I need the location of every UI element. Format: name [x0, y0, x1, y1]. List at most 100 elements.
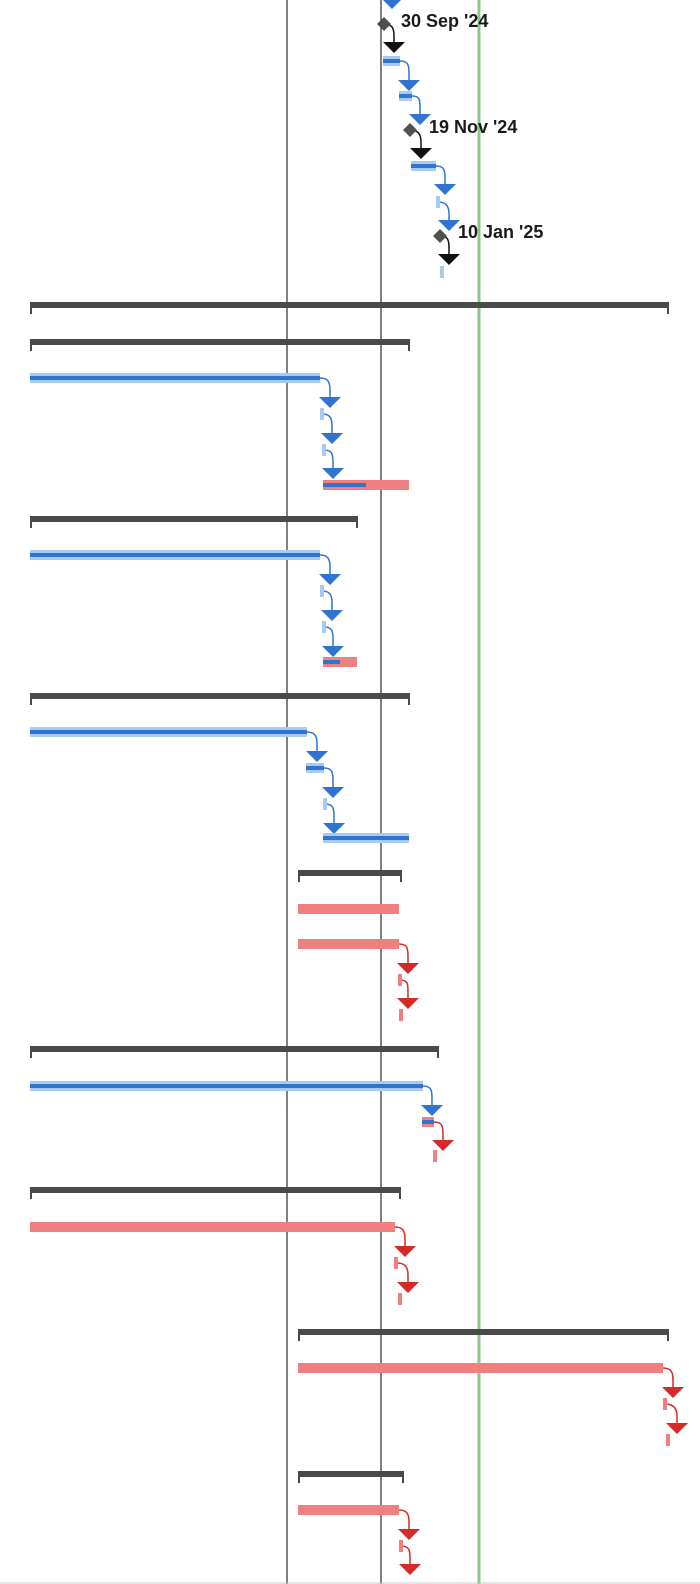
- dependency-arrowhead: [323, 823, 345, 834]
- dependency-arrowhead: [438, 254, 460, 265]
- summary-bar-start-cap: [298, 1329, 300, 1341]
- dependency-link: [396, 1262, 409, 1284]
- summary-bar-end-cap: [402, 1471, 404, 1483]
- dependency-link: [319, 377, 331, 399]
- critical-task-bar: [666, 1434, 670, 1446]
- critical-task-bar: [298, 939, 399, 949]
- task-progress-bar: [323, 836, 409, 840]
- milestone-diamond: [377, 17, 391, 31]
- dependency-arrowhead: [394, 1246, 416, 1257]
- summary-bar-end-cap: [399, 1187, 401, 1199]
- task-bar: [322, 621, 326, 633]
- dependency-link: [394, 1226, 406, 1248]
- task-progress-bar: [30, 1084, 423, 1088]
- dependency-link: [411, 95, 421, 116]
- critical-task-bar: [30, 1222, 395, 1232]
- milestone-diamond: [433, 229, 447, 243]
- dependency-arrowhead: [421, 1105, 443, 1116]
- milestone-label-3: 10 Jan '25: [458, 222, 543, 242]
- summary-bar-start-cap: [298, 1471, 300, 1483]
- dependency-link: [323, 626, 334, 648]
- summary-bar-start-cap: [30, 516, 32, 528]
- summary-bar: [298, 1329, 669, 1335]
- critical-task-bar: [398, 1293, 402, 1305]
- critical-task-bar: [399, 1540, 403, 1552]
- dependency-arrowhead: [319, 397, 341, 408]
- dependency-arrowhead: [666, 1423, 688, 1434]
- dependency-link: [662, 1367, 674, 1389]
- dependency-arrowhead: [322, 468, 344, 479]
- summary-bar-end-cap: [356, 516, 358, 528]
- dependency-link: [399, 979, 409, 1000]
- dependency-link: [323, 767, 334, 789]
- dependency-arrowhead: [321, 433, 343, 444]
- task-bar: [320, 585, 324, 597]
- task-bar: [440, 266, 444, 278]
- summary-bar-end-cap: [408, 693, 410, 705]
- dependency-link: [399, 60, 410, 82]
- task-progress-bar: [422, 1120, 434, 1124]
- summary-bar: [30, 516, 358, 522]
- dependency-arrowhead: [319, 574, 341, 585]
- milestone-diamond: [403, 123, 417, 137]
- dependency-arrowhead: [432, 1140, 454, 1151]
- summary-bar: [298, 870, 402, 876]
- task-progress-bar: [306, 766, 324, 770]
- dependency-arrowhead: [306, 751, 328, 762]
- dependency-link: [321, 413, 333, 435]
- critical-task-bar: [433, 1150, 437, 1162]
- dependency-arrowhead: [438, 220, 460, 231]
- task-progress-bar: [323, 483, 366, 487]
- dependency-arrowhead: [397, 1282, 419, 1293]
- dependency-arrowhead: [399, 1564, 421, 1575]
- dependency-arrowhead: [397, 963, 419, 974]
- dependency-link: [422, 1085, 433, 1107]
- summary-bar-end-cap: [408, 339, 410, 351]
- summary-bar: [30, 302, 669, 308]
- summary-bar-start-cap: [30, 302, 32, 314]
- summary-bar: [30, 339, 410, 345]
- dependency-arrowhead: [397, 998, 419, 1009]
- summary-bar-start-cap: [30, 339, 32, 351]
- dependency-link: [433, 1121, 444, 1142]
- summary-bar: [30, 1187, 401, 1193]
- task-progress-bar: [323, 660, 340, 664]
- milestone-label-2: 19 Nov '24: [429, 117, 517, 137]
- milestone-labels: 30 Sep '24 19 Nov '24 10 Jan '25: [401, 11, 543, 242]
- task-progress-bar: [30, 376, 320, 380]
- summary-bar-end-cap: [667, 302, 669, 314]
- task-bar: [323, 798, 327, 810]
- critical-task-bar: [398, 974, 402, 986]
- dependency-arrowhead: [410, 148, 432, 159]
- summary-bar: [30, 1046, 439, 1052]
- dependency-link: [664, 1403, 678, 1425]
- dependency-arrowhead: [662, 1387, 684, 1398]
- critical-task-bar: [298, 1505, 399, 1515]
- milestone-label-1: 30 Sep '24: [401, 11, 488, 31]
- critical-task-bar: [399, 1009, 403, 1021]
- critical-task-bar: [298, 904, 399, 914]
- dependency-link: [321, 590, 333, 612]
- dependency-link: [319, 554, 331, 576]
- dependency-arrowhead: [398, 80, 420, 91]
- dependency-link: [324, 803, 335, 825]
- critical-task-bar: [298, 1363, 663, 1373]
- dependency-link: [306, 731, 318, 753]
- task-progress-bar: [30, 730, 307, 734]
- dependency-arrowhead: [434, 184, 456, 195]
- dependency-link: [400, 1545, 411, 1566]
- dependency-link: [398, 943, 409, 965]
- summary-bar: [30, 693, 410, 699]
- dependency-link: [398, 1509, 410, 1531]
- dependency-link: [323, 449, 334, 470]
- summary-bar-start-cap: [30, 1046, 32, 1058]
- task-bar: [320, 408, 324, 420]
- summary-bar-start-cap: [298, 870, 300, 882]
- summary-bar-end-cap: [437, 1046, 439, 1058]
- summary-bar-end-cap: [667, 1329, 669, 1341]
- task-bar: [436, 196, 440, 208]
- task-progress-bar: [383, 59, 400, 63]
- task-bars: [30, 17, 670, 1552]
- task-progress-bar: [399, 94, 412, 98]
